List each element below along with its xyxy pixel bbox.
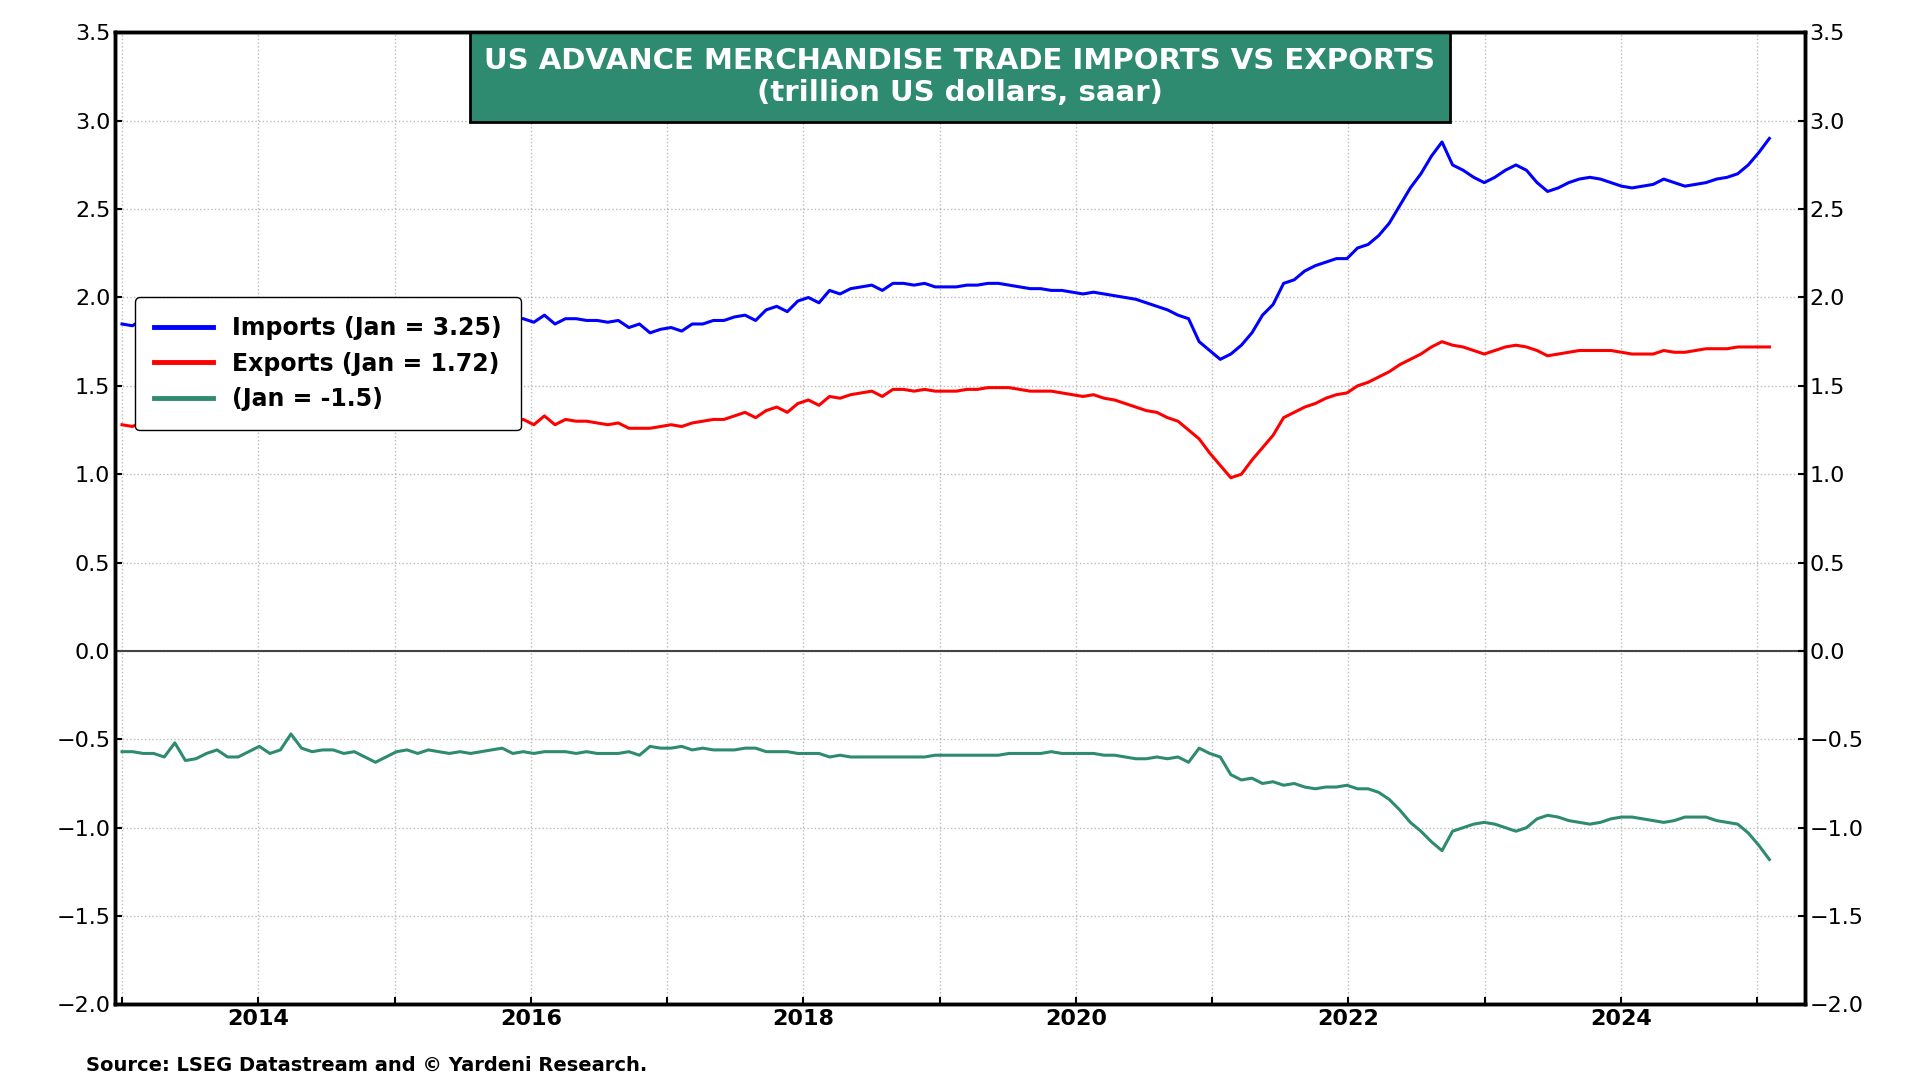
- Legend: Imports (Jan = 3.25), Exports (Jan = 1.72), (Jan = -1.5): Imports (Jan = 3.25), Exports (Jan = 1.7…: [136, 297, 520, 430]
- Text: Source: LSEG Datastream and © Yardeni Research.: Source: LSEG Datastream and © Yardeni Re…: [86, 1055, 647, 1075]
- Text: US ADVANCE MERCHANDISE TRADE IMPORTS VS EXPORTS
(trillion US dollars, saar): US ADVANCE MERCHANDISE TRADE IMPORTS VS …: [484, 46, 1436, 107]
